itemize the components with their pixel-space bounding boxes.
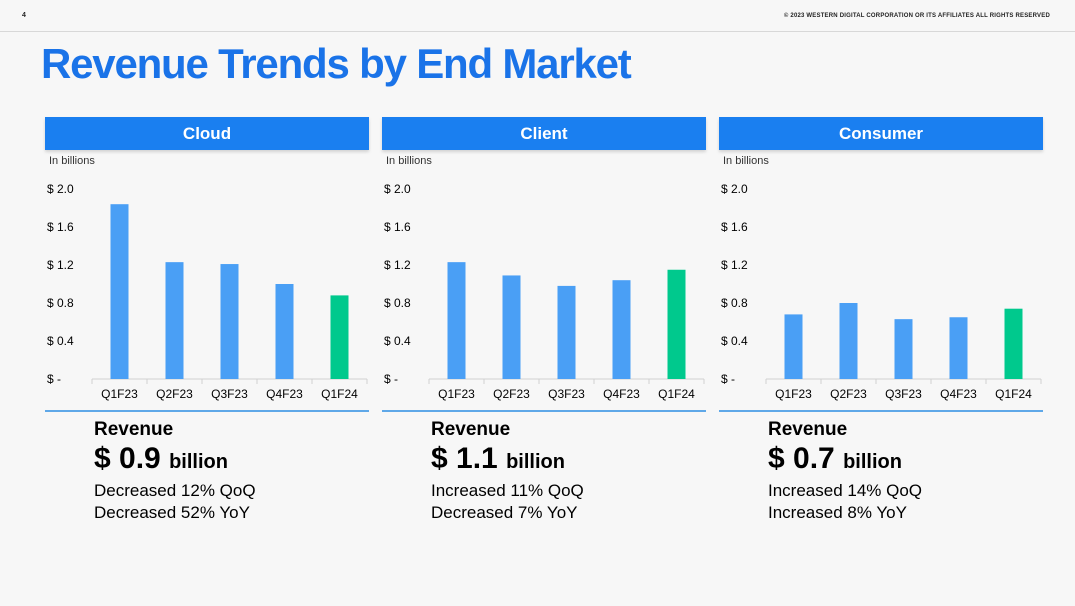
units-label: In billions <box>386 155 432 167</box>
x-tick-label: Q1F24 <box>995 387 1032 401</box>
x-tick-label: Q3F23 <box>548 387 585 401</box>
header-divider <box>0 31 1075 32</box>
copyright-notice: © 2023 WESTERN DIGITAL CORPORATION OR IT… <box>783 13 1050 19</box>
bar <box>502 275 521 379</box>
y-tick-label: $ 2.0 <box>721 182 748 196</box>
y-tick-label: $ 0.8 <box>721 296 748 310</box>
bar <box>1004 308 1023 379</box>
qoq-change: Increased 11% QoQ <box>431 481 584 500</box>
cloud-bar-chart: $ - $ 0.4 $ 0.8 $ 1.2 $ 1.6 $ 2.0 Q1F23 Q2F23 Q3… <box>47 182 368 401</box>
x-tick-label: Q1F23 <box>438 387 475 401</box>
slide-title: Revenue Trends by End Market <box>41 40 632 87</box>
yoy-change: Decreased 7% YoY <box>431 503 578 522</box>
y-tick-label: $ 0.4 <box>47 334 74 348</box>
y-tick-label: $ 1.6 <box>721 220 748 234</box>
y-tick-label: $ 2.0 <box>47 182 74 196</box>
qoq-change: Increased 14% QoQ <box>768 481 923 500</box>
bar <box>949 317 968 379</box>
x-tick-label: Q1F24 <box>658 387 695 401</box>
y-tick-label: $ 0.8 <box>384 296 411 310</box>
bar <box>275 284 294 379</box>
y-tick-label: $ 0.8 <box>47 296 74 310</box>
revenue-amount: $ 0.7 <box>768 442 835 475</box>
x-tick-label: Q4F23 <box>266 387 303 401</box>
revenue-value: $ 0.7 billion <box>768 442 902 476</box>
x-tick-label: Q4F23 <box>603 387 640 401</box>
bar <box>667 269 686 379</box>
x-tick-label: Q3F23 <box>885 387 922 401</box>
panel-header: Cloud <box>45 117 369 150</box>
bar <box>894 319 913 379</box>
bar <box>110 204 129 379</box>
bar <box>330 295 349 379</box>
panel-header: Client <box>382 117 706 150</box>
y-tick-label: $ - <box>384 372 398 386</box>
bar <box>447 262 466 379</box>
revenue-unit: billion <box>169 451 228 473</box>
qoq-change: Decreased 12% QoQ <box>94 481 256 500</box>
yoy-change: Decreased 52% YoY <box>94 503 250 522</box>
y-tick-label: $ 1.6 <box>47 220 74 234</box>
x-tick-label: Q2F23 <box>493 387 530 401</box>
revenue-unit: billion <box>843 451 902 473</box>
section-divider <box>719 410 1043 412</box>
bar <box>220 264 239 379</box>
bar <box>612 280 631 379</box>
revenue-amount: $ 0.9 <box>94 442 161 475</box>
panel-consumer: Consumer In billions $ - $ 0.4 $ 0.8 $ 1.2 $… <box>719 117 1043 547</box>
x-tick-label: Q1F24 <box>321 387 358 401</box>
panel-cloud: Cloud In billions $ - $ 0.4 $ 0.8 $ 1.2 $ 1.… <box>45 117 369 547</box>
revenue-amount: $ 1.1 <box>431 442 498 475</box>
section-divider <box>382 410 706 412</box>
bar <box>784 314 803 379</box>
bar <box>839 303 858 379</box>
revenue-value: $ 0.9 billion <box>94 442 228 476</box>
yoy-change: Increased 8% YoY <box>768 503 907 522</box>
page-number: 4 <box>22 12 26 19</box>
section-divider <box>45 410 369 412</box>
y-tick-label: $ 0.4 <box>384 334 411 348</box>
panel-header: Consumer <box>719 117 1043 150</box>
y-tick-label: $ - <box>721 372 735 386</box>
consumer-bar-chart: $ - $ 0.4 $ 0.8 $ 1.2 $ 1.6 $ 2.0 Q1F23 Q2F23 Q3… <box>721 182 1042 401</box>
y-tick-label: $ 2.0 <box>384 182 411 196</box>
x-tick-label: Q2F23 <box>156 387 193 401</box>
y-tick-label: $ 1.6 <box>384 220 411 234</box>
bar <box>557 285 576 379</box>
x-tick-label: Q4F23 <box>940 387 977 401</box>
y-tick-label: $ 1.2 <box>721 258 748 272</box>
units-label: In billions <box>49 155 95 167</box>
revenue-label: Revenue <box>94 419 174 440</box>
bar <box>165 262 184 379</box>
y-tick-label: $ 0.4 <box>721 334 748 348</box>
y-tick-label: $ 1.2 <box>384 258 411 272</box>
revenue-value: $ 1.1 billion <box>431 442 565 476</box>
units-label: In billions <box>723 155 769 167</box>
panel-client: Client In billions $ - $ 0.4 $ 0.8 $ 1.2 $ 1… <box>382 117 706 547</box>
client-bar-chart: $ - $ 0.4 $ 0.8 $ 1.2 $ 1.6 $ 2.0 Q1F23 Q2F23 Q3… <box>384 182 705 401</box>
y-tick-label: $ 1.2 <box>47 258 74 272</box>
x-tick-label: Q1F23 <box>101 387 138 401</box>
revenue-label: Revenue <box>431 419 511 440</box>
x-tick-label: Q2F23 <box>830 387 867 401</box>
revenue-unit: billion <box>506 451 565 473</box>
x-tick-label: Q1F23 <box>775 387 812 401</box>
y-tick-label: $ - <box>47 372 61 386</box>
revenue-label: Revenue <box>768 419 848 440</box>
x-tick-label: Q3F23 <box>211 387 248 401</box>
